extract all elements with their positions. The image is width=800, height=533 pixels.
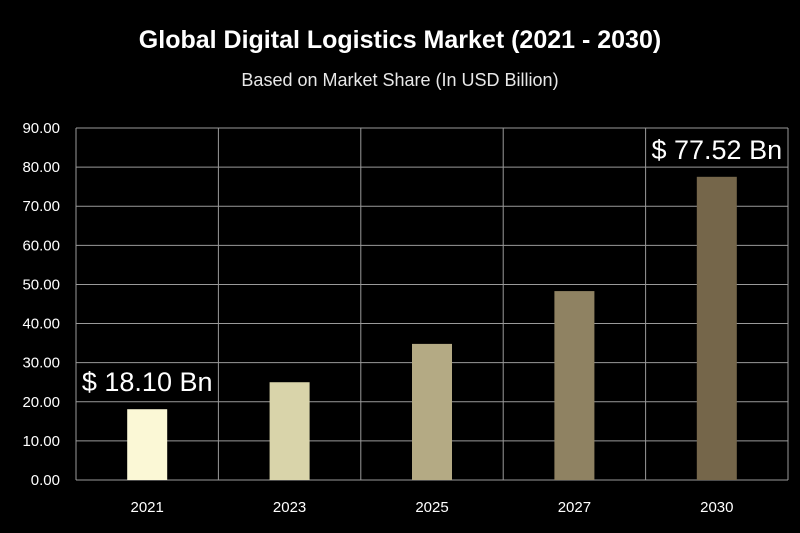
chart-title: Global Digital Logistics Market (2021 - … (138, 26, 662, 54)
bar-2027 (554, 291, 595, 480)
x-tick-label: 2025 (415, 499, 448, 516)
chart-subtitle: Based on Market Share (In USD Billion) (241, 70, 559, 90)
y-tick-label: 30.00 (22, 355, 60, 372)
bar-2025 (412, 343, 452, 480)
x-tick-label: 2027 (558, 499, 591, 516)
y-tick-label: 50.00 (22, 276, 60, 293)
x-tick-label: 2021 (131, 499, 164, 516)
y-tick-label: 70.00 (22, 198, 60, 215)
x-tick-label: 2023 (273, 499, 306, 516)
x-tick-label: 2030 (700, 499, 733, 516)
bar-2030 (696, 176, 737, 480)
data-label-2030: $ 77.52 Bn (651, 135, 782, 165)
bar-2021 (127, 409, 168, 480)
y-tick-label: 0.00 (31, 472, 60, 489)
y-tick-label: 20.00 (22, 394, 60, 411)
y-tick-label: 40.00 (22, 316, 60, 333)
y-tick-label: 90.00 (22, 120, 60, 137)
y-tick-label: 60.00 (22, 237, 60, 254)
y-tick-label: 80.00 (22, 159, 60, 176)
bar-2023 (269, 382, 310, 480)
data-label-2021: $ 18.10 Bn (82, 367, 213, 397)
y-tick-label: 10.00 (22, 433, 60, 450)
